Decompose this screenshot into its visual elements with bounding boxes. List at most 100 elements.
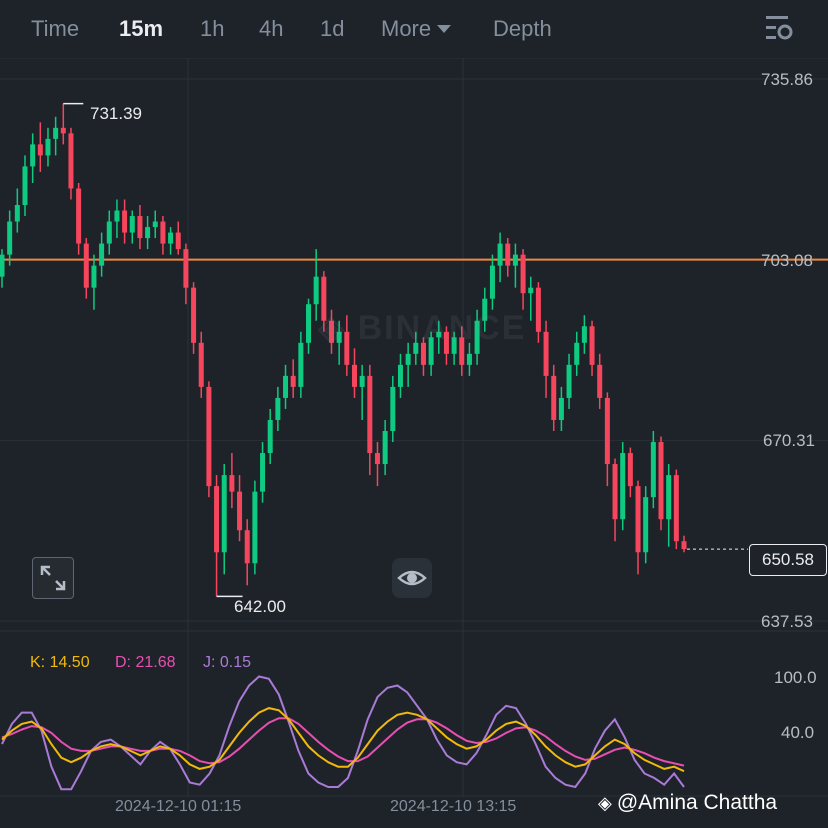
candle-body — [68, 133, 74, 189]
candle-body — [37, 144, 43, 156]
candle-body — [482, 298, 488, 321]
candle-body — [229, 475, 235, 492]
candle-body — [459, 337, 465, 365]
tab-15m[interactable]: 15m — [119, 16, 164, 41]
toggle-visibility-button[interactable] — [392, 558, 432, 598]
candle-body — [551, 375, 557, 420]
candlestick-series — [0, 103, 687, 597]
candle-body — [137, 216, 143, 239]
candle-body — [466, 353, 472, 365]
candle-body — [260, 453, 266, 492]
candle-body — [160, 221, 166, 244]
candle-body — [666, 475, 672, 520]
candle-body — [451, 337, 457, 354]
candle-body — [604, 397, 610, 465]
candle-body — [0, 254, 5, 277]
candle-body — [420, 342, 426, 365]
binance-logo-icon: ◈ — [318, 309, 358, 347]
price-axis-label: 670.31 — [763, 431, 815, 450]
candle-body — [620, 453, 626, 520]
kdj-k-line — [1, 707, 685, 773]
candle-body — [505, 243, 511, 266]
candle-body — [627, 453, 633, 487]
candle-body — [413, 342, 419, 354]
candle-body — [129, 216, 135, 233]
candle-body — [581, 326, 587, 343]
candle-body — [76, 188, 82, 244]
candle-body — [191, 287, 197, 343]
candle-body — [635, 486, 641, 553]
candle-body — [658, 442, 664, 520]
candle-body — [45, 138, 51, 156]
candle-body — [313, 276, 319, 305]
candle-body — [306, 304, 312, 343]
candle-body — [329, 320, 335, 343]
candle-body — [83, 243, 89, 288]
candle-body — [497, 243, 503, 266]
candle-body — [237, 491, 243, 531]
kdj-axis-label: 40.0 — [781, 723, 815, 742]
candle-body — [528, 287, 534, 294]
tab-more-label: More — [381, 16, 432, 41]
candle-body — [290, 375, 296, 387]
candle-body — [390, 386, 396, 431]
candle-body — [244, 530, 250, 564]
author-credit: ◈ @Amina Chattha — [598, 791, 778, 814]
tab-4h[interactable]: 4h — [259, 16, 284, 41]
candle-body — [643, 497, 649, 553]
candle-body — [60, 127, 66, 134]
tab-1d[interactable]: 1d — [320, 16, 345, 41]
time-axis-label: 2024-12-10 13:15 — [390, 798, 517, 815]
candle-body — [275, 397, 281, 420]
candle-body — [436, 331, 442, 338]
candle-body — [382, 430, 388, 465]
candle-body — [673, 475, 679, 542]
candle-body — [597, 364, 603, 398]
kdj-d-label: D: 21.68 — [115, 654, 176, 671]
kdj-axis-label: 100.0 — [774, 668, 817, 687]
binance-watermark: ◈ BINANCE — [318, 309, 527, 347]
candle-body — [367, 375, 373, 454]
candle-body — [122, 210, 128, 233]
candle-body — [681, 541, 687, 550]
candle-body — [405, 353, 411, 365]
caret-down-icon — [437, 25, 452, 33]
fullscreen-button[interactable] — [32, 557, 74, 599]
candle-body — [344, 331, 350, 365]
candle-body — [206, 386, 212, 487]
candle-body — [221, 475, 227, 553]
candle-body — [7, 221, 13, 255]
candle-body — [374, 453, 380, 465]
candle-body — [566, 364, 572, 398]
eye-icon — [397, 570, 427, 586]
price-axis-label: 735.86 — [761, 70, 813, 89]
candle-body — [152, 221, 158, 228]
tab-1h[interactable]: 1h — [200, 16, 225, 41]
candle-body — [106, 221, 112, 244]
candle-body — [99, 243, 105, 266]
candle-body — [512, 254, 518, 266]
binance-logo-icon: ◈ — [598, 793, 617, 813]
kdj-k-label: K: 14.50 — [30, 654, 90, 671]
candle-body — [520, 254, 526, 294]
candle-body — [397, 364, 403, 387]
candle-body — [283, 375, 289, 398]
candle-body — [535, 287, 541, 332]
candle-body — [336, 331, 342, 343]
candle-body — [574, 342, 580, 365]
time-axis-label: 2024-12-10 01:15 — [115, 798, 242, 815]
hi-lo-markers — [63, 102, 748, 598]
candle-body — [321, 276, 327, 321]
expand-icon — [40, 565, 66, 591]
candle-body — [30, 144, 36, 167]
filter-settings-icon — [766, 16, 793, 40]
candle-body — [91, 265, 97, 288]
tab-more[interactable]: More — [381, 16, 452, 42]
candle-body — [489, 265, 495, 299]
tab-depth[interactable]: Depth — [493, 16, 552, 41]
tab-time[interactable]: Time — [31, 16, 80, 41]
candle-body — [145, 227, 151, 239]
chart-settings-button[interactable] — [756, 12, 800, 46]
kdj-j-label: J: 0.15 — [203, 654, 252, 671]
